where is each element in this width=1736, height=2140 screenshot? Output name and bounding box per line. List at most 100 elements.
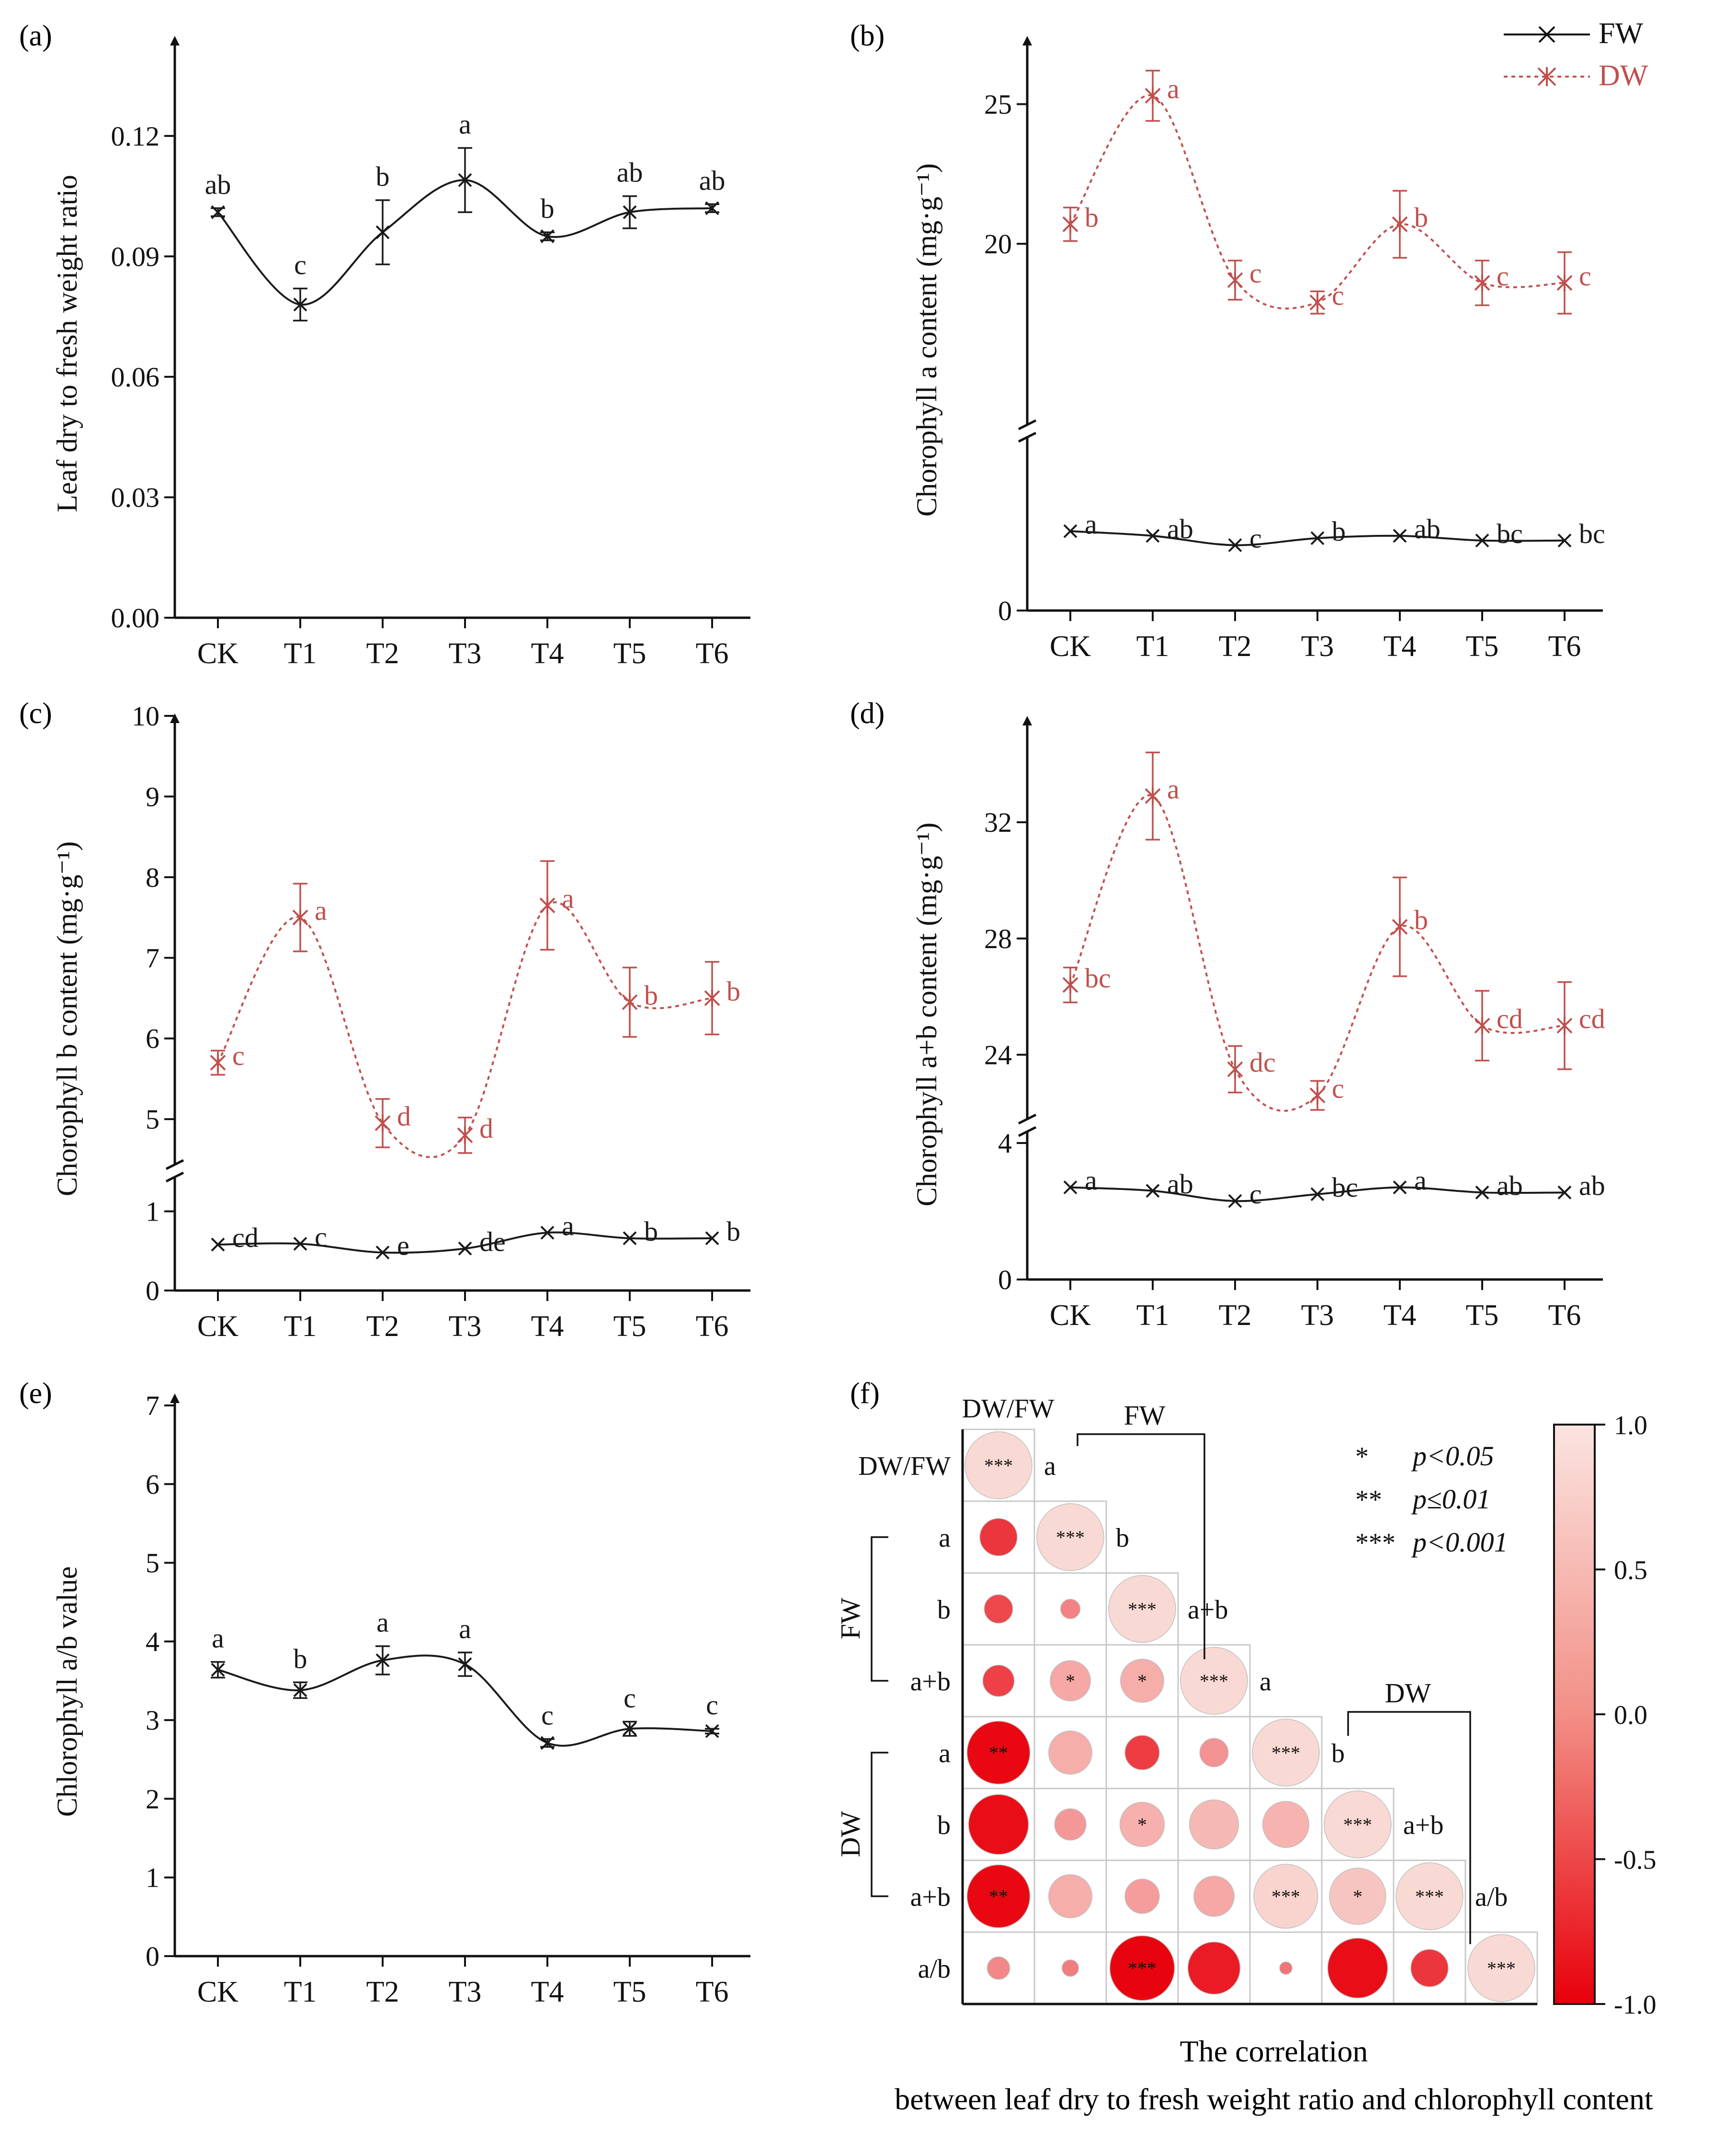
heatmap-circle — [1329, 1868, 1386, 1925]
heatmap-significance: *** — [1487, 1958, 1516, 1979]
chart-c-point — [539, 896, 556, 914]
chart-d-point — [1062, 976, 1078, 994]
chart-a: 0.00 0.03 0.06 0.09 0.12 CK T1 T2 T3 T4 T5 T6 Leaf d… — [51, 36, 750, 670]
chart-b-letter: c — [1249, 523, 1262, 554]
chart-c-letter: b — [644, 1216, 658, 1247]
chart-a-xtick-label: CK — [197, 637, 238, 670]
chart-d-ytick-label: 4 — [998, 1128, 1012, 1159]
sig-legend-stars: ** — [1355, 1485, 1382, 1515]
chart-b-point — [1556, 274, 1573, 292]
colorbar — [1553, 1424, 1596, 2005]
chart-b-point — [1392, 215, 1408, 233]
heatmap-circle — [1119, 1801, 1165, 1847]
chart-d-letter: a — [1167, 773, 1180, 804]
chart-c-letter: a — [562, 1210, 574, 1241]
chart-d-point — [1146, 1184, 1160, 1198]
colorbar-tick-label: 0.5 — [1614, 1556, 1647, 1585]
sig-legend-stars: * — [1355, 1442, 1369, 1472]
chart-a-letter: c — [294, 249, 306, 280]
chart-e-ytick-label: 7 — [146, 1390, 159, 1421]
chart-e-letter: b — [294, 1643, 307, 1674]
chart-b-point — [1146, 529, 1160, 543]
colorbar-tick-label: 0.0 — [1614, 1700, 1647, 1730]
heatmap-circle — [1124, 1879, 1160, 1914]
chart-a-letter: a — [459, 109, 471, 140]
chart-e-ytick-label: 4 — [146, 1626, 159, 1657]
chart-c-xtick-label: T2 — [366, 1310, 399, 1343]
heatmap-row-label: b — [937, 1595, 951, 1625]
chart-b-ytick-label: 25 — [984, 89, 1012, 120]
chart-e-ytick-label: 5 — [146, 1548, 159, 1579]
chart-c-ytick-label: 8 — [146, 862, 159, 893]
chart-e-xtick-label: T1 — [284, 1976, 317, 2008]
chart-c-letter: a — [562, 883, 574, 914]
fw-left-label: FW — [835, 1597, 866, 1639]
sig-legend-p: p<0.001 — [1411, 1527, 1508, 1558]
chart-b-xtick-label: T5 — [1466, 630, 1499, 663]
chart-a-xtick-label: T4 — [531, 637, 564, 670]
heatmap-col-label: DW/FW — [962, 1394, 1055, 1424]
legend-dw-marker — [1537, 67, 1556, 86]
chart-c-point — [457, 1126, 473, 1144]
legend-dw-label: DW — [1599, 59, 1648, 92]
heatmap-circle — [1327, 1937, 1388, 1999]
chart-d-letter: a — [1414, 1165, 1427, 1196]
chart-a-xtick-label: T1 — [284, 637, 317, 670]
heatmap-significance: *** — [1415, 1886, 1444, 1907]
sig-legend-p: p<0.05 — [1411, 1440, 1494, 1472]
heatmap-significance: *** — [1128, 1958, 1157, 1979]
chart-c-letter: de — [479, 1226, 506, 1257]
chart-d-letter: bc — [1332, 1172, 1358, 1203]
chart-c-axis-break — [165, 1159, 184, 1183]
chart-b-letter: a — [1167, 73, 1180, 104]
chart-e-letter: c — [541, 1700, 554, 1731]
chart-b-letter: c — [1497, 260, 1509, 292]
chart-a-ytick-label: 0.00 — [111, 602, 160, 634]
chart-a-letter: b — [376, 161, 390, 192]
heatmap-circle — [984, 1594, 1013, 1624]
chart-a-ylabel: Leaf dry to fresh weight ratio — [51, 175, 83, 512]
chart-d-ytick-label: 32 — [984, 807, 1012, 838]
chart-b-xtick-label: T1 — [1136, 630, 1169, 663]
chart-c-point — [458, 1241, 472, 1256]
chart-e-xtick-label: T3 — [449, 1976, 482, 2008]
chart-a-point — [705, 201, 719, 215]
heatmap-col-label: b — [1331, 1739, 1345, 1768]
chart-c-letter: b — [726, 1216, 740, 1247]
heatmap-circle — [1036, 1503, 1104, 1571]
chart-d-ytick-label: 24 — [984, 1040, 1012, 1071]
chart-c-point — [705, 1231, 719, 1246]
colorbar-tick-label: -0.5 — [1614, 1846, 1657, 1875]
chart-c: 0 1 5 6 7 8 9 10 CK T1 T2 T3 T4 T5 T6 Chorophyll b cont… — [51, 701, 750, 1343]
chart-c-xtick-label: T6 — [696, 1310, 729, 1343]
chart-b-point — [1062, 215, 1078, 233]
chart-d-point — [1393, 1180, 1407, 1195]
chart-c-letter: d — [479, 1113, 493, 1144]
chart-d-point — [1228, 1194, 1242, 1208]
dw-top-label: DW — [1385, 1677, 1431, 1709]
chart-a-point — [540, 229, 555, 243]
chart-d-ylabel: Chorophyll a+b content (mg·g⁻¹) — [911, 823, 942, 1207]
chart-b-letter: b — [1332, 516, 1346, 547]
heatmap-circle — [1050, 1660, 1091, 1701]
chart-b-xtick-label: T2 — [1219, 630, 1252, 663]
chart-c-letter: b — [726, 975, 740, 1007]
heatmap-col-label: a — [1044, 1451, 1056, 1481]
chart-a-point — [211, 205, 225, 219]
chart-a-letter: ab — [699, 165, 726, 196]
chart-d-letter: cd — [1579, 1003, 1605, 1034]
chart-c-ytick-label: 6 — [146, 1023, 159, 1054]
chart-b-ytick-label: 0 — [998, 595, 1012, 626]
heatmap-circle — [1279, 1961, 1293, 1975]
chart-b-point — [1145, 87, 1161, 104]
chart-c-ytick-label: 10 — [132, 701, 159, 732]
chart-c-point — [623, 1231, 637, 1246]
chart-d-xtick-label: CK — [1050, 1299, 1091, 1332]
chart-d-letter: bc — [1085, 962, 1111, 994]
chart-d-series-dw-line — [1069, 794, 1565, 1112]
heatmap-row-label: b — [937, 1811, 951, 1840]
chart-e-ytick-label: 3 — [146, 1705, 159, 1736]
heatmap-significance: *** — [1200, 1670, 1228, 1692]
chart-b-point — [1557, 533, 1572, 548]
